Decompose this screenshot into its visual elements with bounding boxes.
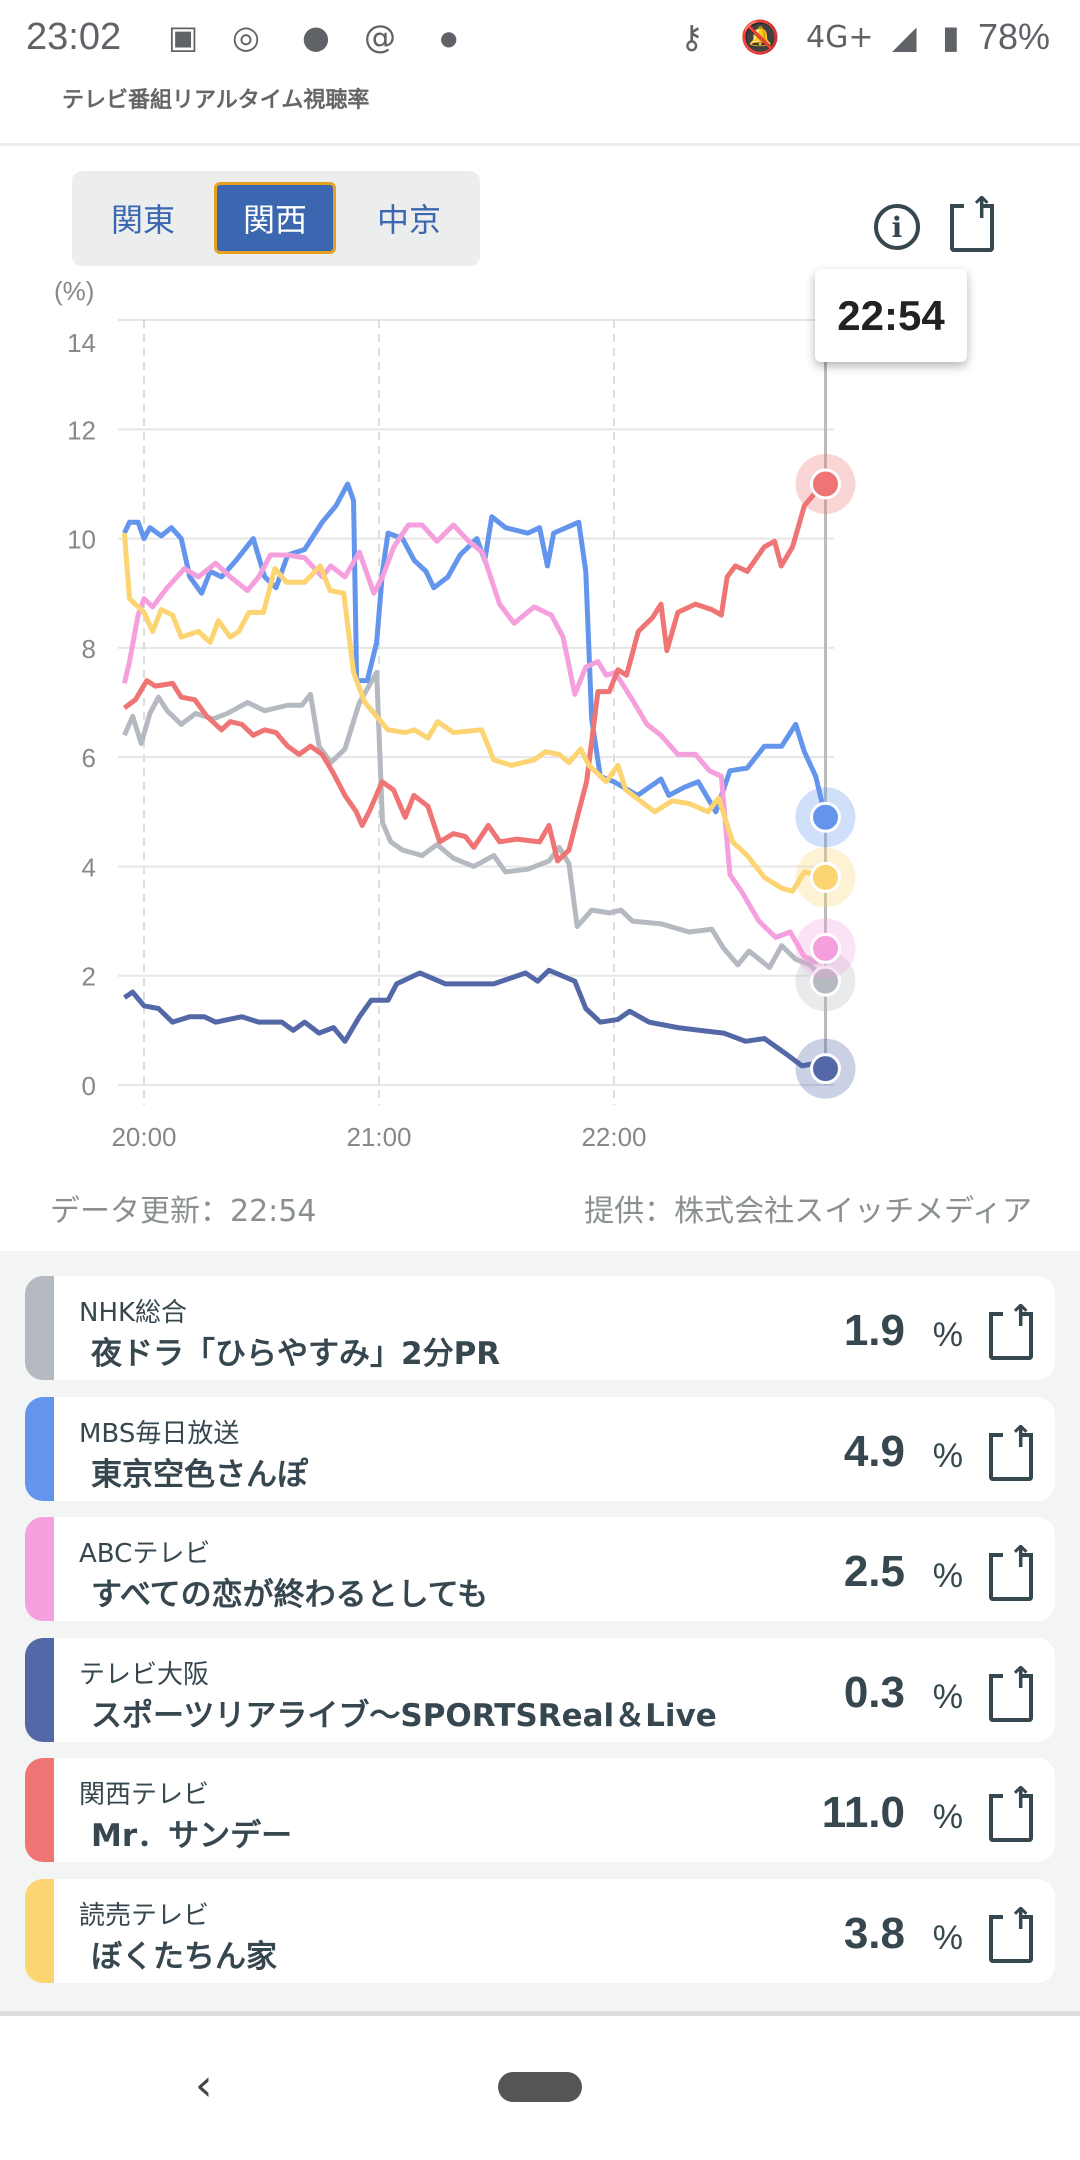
data-source-text: 提供：株式会社スイッチメディア (584, 1194, 1032, 1229)
rating-value: 4.9 (843, 1426, 905, 1476)
rating-value: 1.9 (843, 1306, 905, 1355)
endpoint-dot (810, 965, 841, 997)
channel-name: NHK総合 (79, 1298, 188, 1328)
threads-icon: @ (364, 18, 396, 56)
endpoint-dot (810, 801, 841, 833)
program-title: スポーツリアライブ～SPORTSReal＆Live (91, 1697, 717, 1734)
series-line (121, 522, 828, 965)
y-tick-label: 12 (67, 415, 96, 445)
info-icon[interactable]: i (874, 204, 920, 250)
more-dot-icon: ● (440, 26, 458, 50)
rating-unit: % (932, 1557, 963, 1595)
channel-color-stripe (25, 1878, 54, 1983)
program-title: 夜ドラ「ひらやすみ」2分PR (91, 1336, 501, 1372)
ratings-chart: (%) 0 2 4 6 8 10 12 14 20:00 21:00 22:00 (54, 276, 856, 1152)
channel-name: テレビ大阪 (79, 1659, 210, 1690)
series-line (123, 967, 827, 1071)
program-card[interactable]: ABCテレビ すべての恋が終わるとしても 2.5 % ↑ (25, 1517, 1055, 1621)
region-selector: 関東 関西 中京 (72, 171, 480, 266)
channel-color-stripe (25, 1758, 54, 1862)
region-tab-kanto[interactable]: 関東 (110, 201, 175, 239)
series-line (122, 669, 828, 983)
nav-divider (0, 2011, 1080, 2016)
endpoint-dot (810, 1053, 841, 1085)
program-card[interactable]: 読売テレビ ぼくたちん家 3.8 % ↑ (25, 1878, 1055, 1983)
share-chart-icon[interactable]: ↑ (950, 194, 994, 252)
channel-color-stripe (25, 1396, 54, 1501)
x-tick-label: 22:00 (581, 1122, 646, 1152)
home-pill[interactable] (498, 2072, 582, 2102)
share-icon[interactable]: ↑ (989, 1302, 1033, 1360)
series-line (121, 532, 827, 894)
back-chevron-icon[interactable]: ‹ (195, 2060, 213, 2111)
channel-color-stripe (25, 1517, 54, 1621)
rating-value: 11.0 (821, 1788, 905, 1837)
instagram-icon: ◎ (232, 18, 260, 56)
bell-off-icon: 🔕 (740, 18, 780, 56)
page-subtitle: テレビ番組リアルタイム視聴率 (62, 88, 370, 113)
rating-unit: % (932, 1798, 963, 1836)
share-icon[interactable]: ↑ (989, 1422, 1033, 1481)
network-type: 4G+ (806, 20, 874, 55)
y-tick-label: 0 (82, 1071, 96, 1101)
cursor-time-tooltip: 22:54 (815, 269, 967, 362)
rating-unit: % (932, 1677, 963, 1716)
program-title: ぼくたちん家 (91, 1938, 277, 1975)
share-icon[interactable]: ↑ (989, 1904, 1033, 1963)
data-updated-text: データ更新：22:54 (50, 1194, 317, 1229)
channel-name: 関西テレビ (79, 1780, 210, 1810)
program-card[interactable]: 関西テレビ Mr．サンデー 11.0 % ↑ (25, 1758, 1055, 1862)
share-icon[interactable]: ↑ (989, 1784, 1033, 1842)
endpoint-dot (810, 861, 841, 893)
program-title: すべての恋が終わるとしても (91, 1577, 489, 1613)
battery-icon: ▮ (942, 18, 960, 56)
y-tick-label: 8 (82, 634, 96, 664)
endpoint-dot (810, 932, 841, 964)
signal-icon: ◢ (892, 18, 917, 56)
program-card[interactable]: テレビ大阪 スポーツリアライブ～SPORTSReal＆Live 0.3 % ↑ (25, 1637, 1055, 1742)
program-card[interactable]: NHK総合 夜ドラ「ひらやすみ」2分PR 1.9 % ↑ (25, 1276, 1055, 1380)
channel-name: ABCテレビ (79, 1539, 211, 1569)
program-card[interactable]: MBS毎日放送 東京空色さんぽ 4.9 % ↑ (25, 1396, 1055, 1501)
channel-color-stripe (25, 1637, 54, 1742)
y-tick-label: 10 (67, 525, 96, 555)
x-tick-label: 21:00 (346, 1122, 411, 1152)
region-tab-kansai[interactable]: 関西 (214, 182, 336, 254)
header-divider (0, 143, 1080, 146)
location-icon: ● (302, 18, 330, 56)
y-tick-label: 4 (82, 852, 96, 882)
rating-value: 3.8 (843, 1908, 905, 1958)
status-time: 23:02 (26, 16, 122, 58)
vpn-key-icon: ⚷ (680, 18, 704, 56)
channel-name: MBS毎日放送 (79, 1418, 240, 1449)
x-tick-label: 20:00 (111, 1122, 176, 1152)
region-tab-chukyo[interactable]: 中京 (376, 201, 441, 239)
y-tick-label: 6 (82, 743, 96, 773)
gallery-icon: ▣ (168, 18, 199, 56)
status-bar: 23:02 ▣ ◎ ● @ ● ⚷ 🔕 4G+ ◢ ▮ 78% (0, 0, 1080, 76)
program-title: 東京空色さんぽ (91, 1456, 308, 1493)
share-icon[interactable]: ↑ (989, 1663, 1033, 1722)
battery-level: 78% (978, 16, 1051, 57)
channel-color-stripe (25, 1276, 54, 1380)
share-icon[interactable]: ↑ (989, 1543, 1033, 1601)
program-list: NHK総合 夜ドラ「ひらやすみ」2分PR 1.9 % ↑ MBS毎日放送 東京空… (0, 1251, 1080, 2011)
y-tick-label: 14 (67, 328, 96, 358)
rating-unit: % (932, 1918, 963, 1957)
program-title: Mr．サンデー (91, 1818, 293, 1854)
rating-value: 0.3 (843, 1667, 905, 1717)
y-axis-unit: (%) (54, 276, 94, 306)
series-line (122, 482, 828, 864)
rating-unit: % (932, 1316, 963, 1354)
rating-value: 2.5 (843, 1547, 905, 1596)
series-line (122, 481, 828, 818)
channel-name: 読売テレビ (79, 1900, 210, 1931)
y-tick-label: 2 (82, 962, 96, 992)
rating-unit: % (932, 1436, 963, 1475)
endpoint-dot (810, 468, 841, 500)
